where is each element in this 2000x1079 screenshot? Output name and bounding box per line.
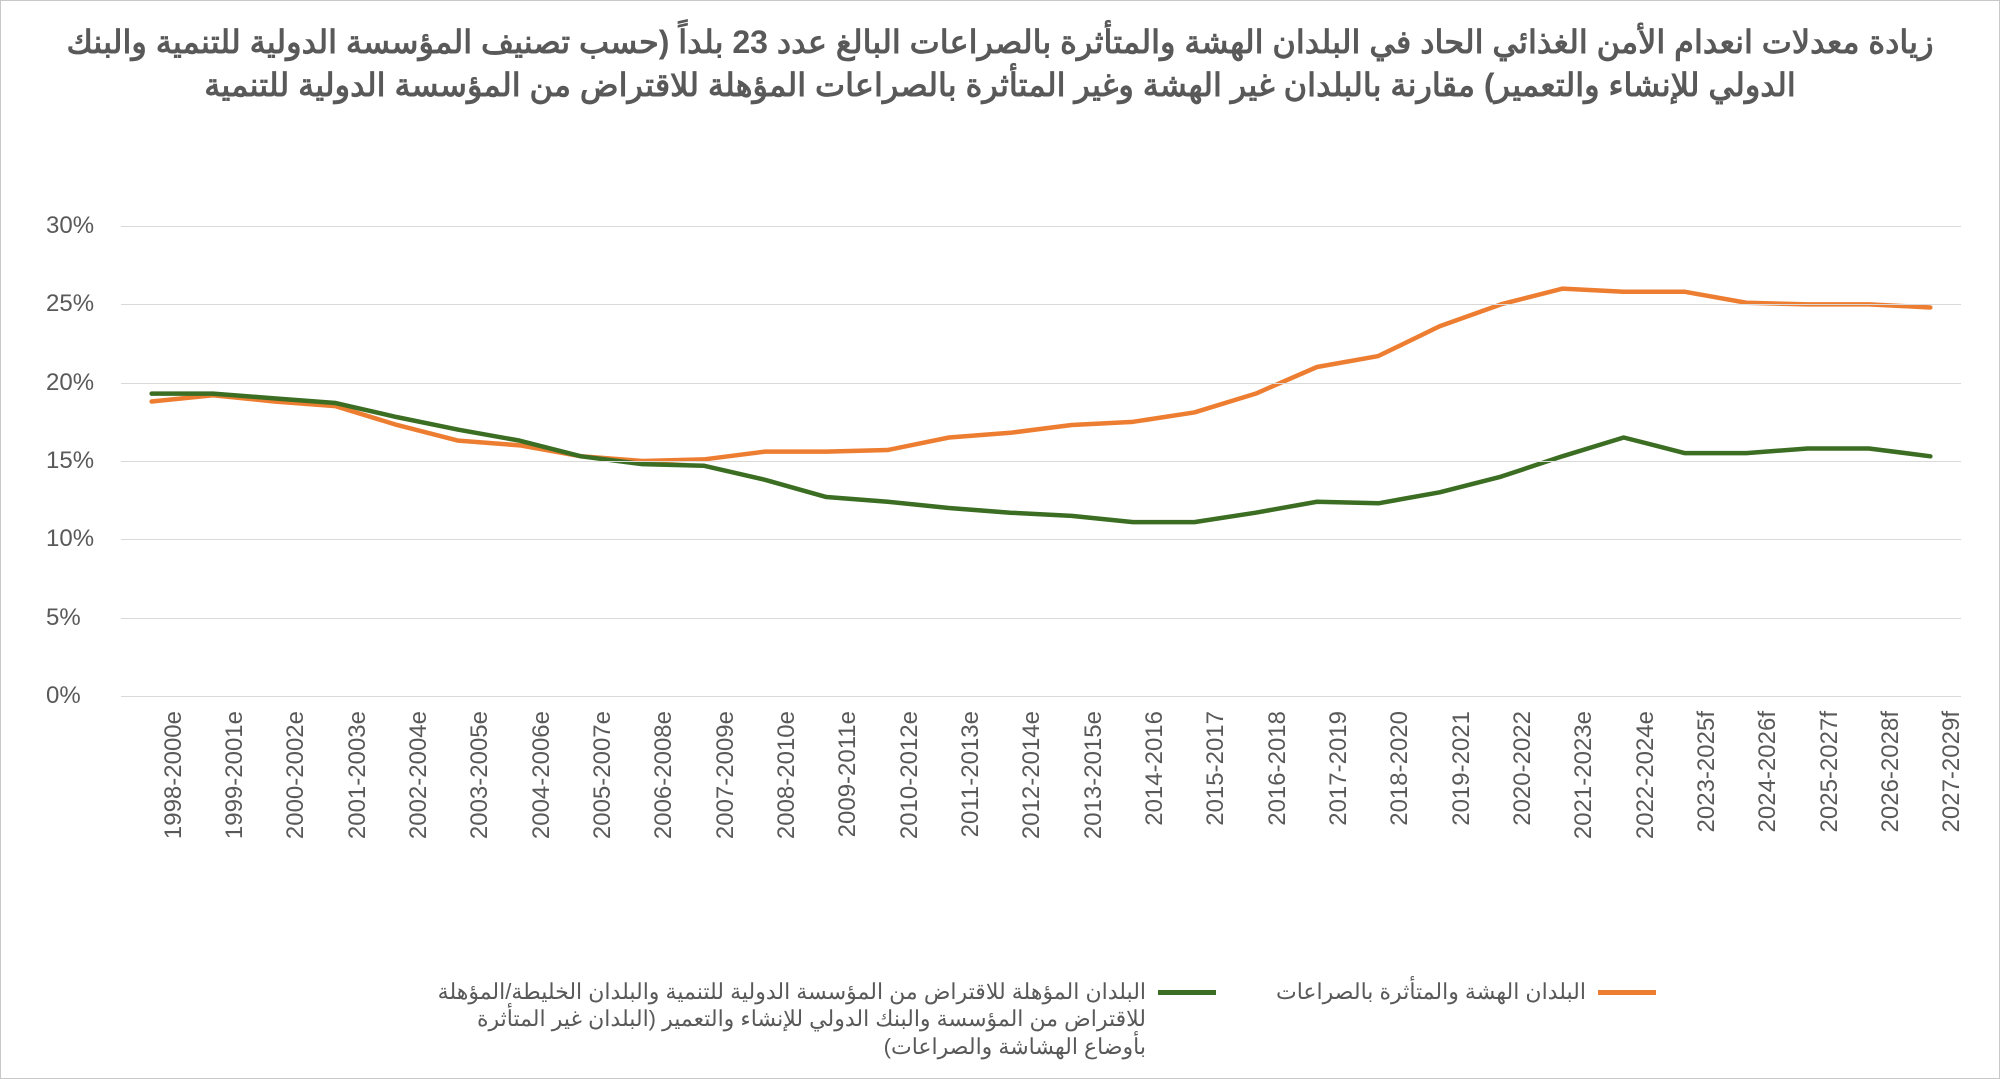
- x-tick-label: 2026-2028f: [1877, 711, 1905, 832]
- y-tick-label: 30%: [46, 212, 116, 240]
- plot-area: [121, 226, 1961, 696]
- x-tick-label: 2010-2012e: [896, 711, 924, 839]
- x-tick-label: 2024-2026f: [1754, 711, 1782, 832]
- series-line-fcs: [152, 289, 1931, 461]
- x-tick-label: 2011-2013e: [957, 711, 985, 837]
- x-tick-label: 2020-2022: [1509, 711, 1537, 826]
- x-tick-label: 2018-2020: [1386, 711, 1414, 826]
- legend-item-fcs: البلدان الهشة والمتأثرة بالصراعات: [1276, 978, 1656, 1006]
- y-tick-label: 0%: [46, 682, 116, 710]
- grid-line: [121, 226, 1961, 227]
- x-tick-label: 2021-2023e: [1570, 711, 1598, 839]
- x-tick-label: 2023-2025f: [1693, 711, 1721, 832]
- x-tick-label: 2005-2007e: [589, 711, 617, 839]
- x-tick-label: 2002-2004e: [405, 711, 433, 839]
- x-tick-label: 2004-2006e: [528, 711, 556, 839]
- legend: البلدان الهشة والمتأثرة بالصراعات البلدا…: [121, 978, 1961, 1061]
- x-tick-label: 1998-2000e: [160, 711, 188, 839]
- x-tick-label: 2006-2008e: [650, 711, 678, 839]
- x-tick-label: 2007-2009e: [712, 711, 740, 839]
- grid-line: [121, 461, 1961, 462]
- x-tick-label: 2022-2024e: [1632, 711, 1660, 839]
- y-tick-label: 15%: [46, 447, 116, 475]
- x-tick-label: 2027-2029f: [1938, 711, 1966, 832]
- x-tick-label: 1999-2001e: [221, 711, 249, 839]
- grid-line: [121, 383, 1961, 384]
- x-tick-label: 2008-2010e: [773, 711, 801, 839]
- grid-line: [121, 618, 1961, 619]
- x-tick-label: 2009-2011e: [834, 711, 862, 837]
- chart-container: زيادة معدلات انعدام الأمن الغذائي الحاد …: [0, 0, 2000, 1079]
- legend-item-nonfcs: البلدان المؤهلة للاقتراض من المؤسسة الدو…: [426, 978, 1216, 1061]
- grid-line: [121, 539, 1961, 540]
- y-tick-label: 5%: [46, 604, 116, 632]
- x-tick-label: 2015-2017: [1202, 711, 1230, 826]
- x-tick-label: 2003-2005e: [466, 711, 494, 839]
- x-tick-label: 2012-2014e: [1018, 711, 1046, 839]
- y-tick-label: 20%: [46, 369, 116, 397]
- y-tick-label: 10%: [46, 525, 116, 553]
- legend-label-nonfcs: البلدان المؤهلة للاقتراض من المؤسسة الدو…: [426, 978, 1146, 1061]
- legend-label-fcs: البلدان الهشة والمتأثرة بالصراعات: [1276, 978, 1586, 1006]
- legend-swatch-nonfcs: [1158, 990, 1216, 995]
- series-line-non_fcs: [152, 394, 1931, 522]
- x-tick-label: 2013-2015e: [1080, 711, 1108, 839]
- grid-line: [121, 304, 1961, 305]
- x-tick-label: 2014-2016: [1141, 711, 1169, 826]
- y-tick-label: 25%: [46, 290, 116, 318]
- x-tick-label: 2025-2027f: [1816, 711, 1844, 832]
- x-tick-label: 2000-2002e: [282, 711, 310, 839]
- x-tick-label: 2001-2003e: [344, 711, 372, 839]
- grid-line: [121, 696, 1961, 697]
- x-axis-labels: 1998-2000e 1999-2001e 2000-2002e 2001-2003e…: [121, 711, 1961, 951]
- chart-title: زيادة معدلات انعدام الأمن الغذائي الحاد …: [41, 21, 1959, 107]
- legend-swatch-fcs: [1598, 990, 1656, 995]
- x-tick-label: 2016-2018: [1264, 711, 1292, 826]
- x-tick-label: 2019-2021: [1448, 711, 1476, 826]
- x-tick-label: 2017-2019: [1325, 711, 1353, 826]
